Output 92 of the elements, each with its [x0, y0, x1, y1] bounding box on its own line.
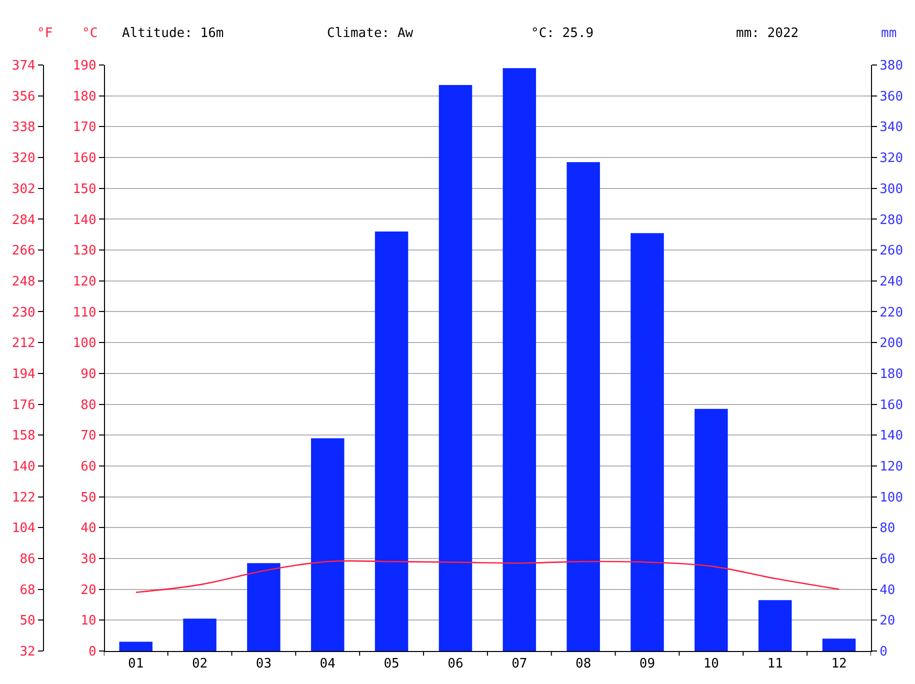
bar: [311, 438, 344, 651]
y3-tick-label: 158: [12, 428, 36, 444]
y-tick-label: 150: [72, 182, 96, 197]
y2-tick-label: 260: [880, 244, 904, 259]
y3-tick-label: 122: [12, 490, 36, 506]
bar: [822, 638, 856, 651]
bar: [247, 563, 280, 651]
y-tick-label: 40: [80, 521, 96, 536]
y-tick-label: 100: [72, 336, 96, 352]
y3-tick-label: 194: [12, 366, 36, 382]
x-tick-label: 01: [128, 656, 144, 672]
y2-tick-label: 320: [880, 151, 904, 166]
y-tick-label: 180: [72, 89, 96, 104]
y-tick-label: 140: [72, 212, 96, 228]
y3-tick-label: 212: [12, 336, 36, 352]
x-tick-label: 12: [831, 656, 847, 672]
x-tick-label: 11: [767, 656, 783, 672]
x-tick-label: 05: [384, 656, 400, 672]
y3-axis-title: °F: [37, 26, 53, 41]
y3-tick-label: 68: [20, 582, 36, 598]
x-tick-label: 06: [448, 656, 464, 672]
y2-tick-label: 100: [880, 490, 904, 506]
bar: [438, 85, 472, 651]
y2-tick-label: 20: [880, 614, 896, 629]
y2-tick-label: 40: [880, 582, 896, 598]
y-tick-label: 10: [80, 614, 96, 629]
y-tick-label: 80: [80, 398, 96, 413]
y2-tick-label: 0: [880, 644, 888, 660]
y-tick-label: 130: [72, 244, 96, 259]
y-tick-label: 110: [72, 305, 96, 320]
y-axis-title: °C: [82, 26, 98, 41]
y-tick-label: 160: [72, 151, 96, 166]
y3-tick-label: 374: [12, 58, 36, 74]
y2-tick-label: 180: [880, 366, 904, 382]
x-tick-label: 07: [512, 656, 528, 672]
bar: [183, 618, 216, 651]
y2-tick-label: 200: [880, 336, 904, 352]
y2-tick-label: 380: [880, 58, 904, 74]
y3-tick-label: 302: [12, 182, 36, 197]
x-tick-label: 04: [320, 656, 336, 672]
y3-tick-label: 320: [12, 151, 36, 166]
y2-tick-label: 120: [880, 460, 904, 474]
y3-tick-label: 104: [12, 521, 36, 536]
y3-tick-label: 32: [20, 644, 36, 660]
bar: [502, 68, 536, 651]
y3-tick-label: 266: [12, 244, 36, 259]
y-tick-label: 50: [80, 490, 96, 506]
bar: [374, 232, 408, 651]
bar: [758, 600, 792, 651]
y3-tick-label: 356: [12, 89, 36, 104]
y-tick-label: 0: [88, 644, 96, 660]
y2-tick-label: 280: [880, 212, 904, 228]
y2-axis-title: mm: [881, 26, 897, 41]
y2-tick-label: 360: [880, 89, 904, 104]
text: °C: 25.9: [531, 26, 594, 41]
y3-tick-label: 50: [20, 614, 36, 629]
y3-tick-label: 248: [12, 274, 36, 290]
y3-tick-label: 86: [20, 552, 36, 568]
y2-tick-label: 240: [880, 274, 904, 290]
bar: [566, 162, 600, 651]
line-series: [135, 560, 840, 594]
y-tick-label: 170: [72, 120, 96, 136]
y3-tick-label: 230: [12, 305, 36, 320]
y3-tick-label: 176: [12, 398, 36, 413]
y2-tick-label: 300: [880, 182, 904, 197]
y-tick-label: 190: [72, 58, 96, 74]
text: Climate: Aw: [327, 26, 414, 41]
x-tick-label: 08: [576, 656, 592, 672]
x-tick-label: 03: [256, 656, 272, 672]
y2-tick-label: 140: [880, 428, 904, 444]
y2-tick-label: 220: [880, 305, 904, 320]
y-tick-label: 120: [72, 274, 96, 290]
x-tick-label: 10: [703, 656, 720, 672]
text: mm: 2022: [736, 26, 799, 41]
bar: [630, 233, 664, 651]
y3-tick-label: 140: [12, 460, 36, 474]
y3-tick-label: 284: [12, 212, 36, 228]
y2-tick-label: 160: [880, 398, 904, 413]
bar: [694, 408, 728, 651]
x-tick-label: 02: [192, 656, 208, 672]
y-tick-label: 30: [80, 552, 96, 568]
y2-tick-label: 340: [880, 120, 904, 136]
y2-tick-label: 80: [880, 521, 896, 536]
y-tick-label: 60: [80, 460, 96, 474]
text: Altitude: 16m: [122, 26, 224, 41]
y3-tick-label: 338: [12, 120, 36, 136]
y-tick-label: 20: [80, 582, 96, 598]
y-tick-label: 90: [80, 366, 96, 382]
y-tick-label: 70: [80, 428, 96, 444]
bar: [119, 642, 152, 651]
x-tick-label: 09: [639, 656, 656, 672]
y2-tick-label: 60: [880, 552, 896, 568]
